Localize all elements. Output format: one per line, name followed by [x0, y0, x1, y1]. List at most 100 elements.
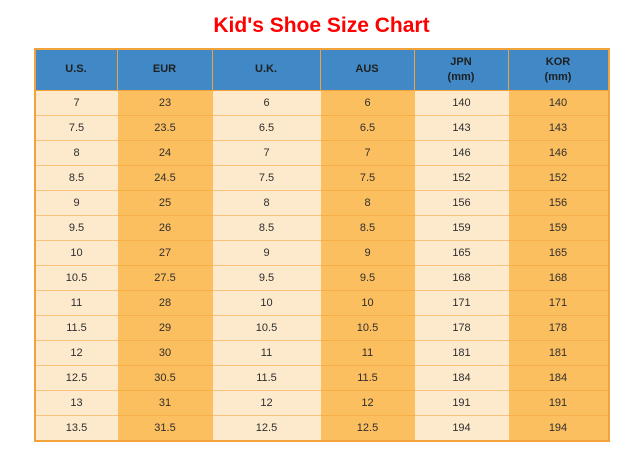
table-cell: 10.5 — [35, 265, 118, 290]
table-cell: 13.5 — [35, 415, 118, 440]
table-cell: 23 — [117, 91, 213, 115]
table-row: 10.5 27.5 9.5 9.5 168 168 — [35, 265, 608, 290]
table-row: 7 23 6 6 140 140 — [35, 91, 608, 115]
table-cell: 181 — [508, 340, 608, 365]
table-cell: 194 — [508, 415, 608, 440]
table-cell: 13 — [35, 390, 118, 415]
table-cell: 6.5 — [212, 115, 321, 140]
table-cell: 184 — [508, 365, 608, 390]
table-row: 11 28 10 10 171 171 — [35, 290, 608, 315]
table-cell: 11.5 — [212, 365, 321, 390]
table-cell: 7.5 — [35, 115, 118, 140]
table-cell: 7 — [320, 140, 415, 165]
table-cell: 191 — [508, 390, 608, 415]
table-cell: 12 — [35, 340, 118, 365]
table-cell: 156 — [508, 190, 608, 215]
table-cell: 146 — [508, 140, 608, 165]
table-cell: 29 — [117, 315, 213, 340]
table-cell: 10 — [212, 290, 321, 315]
table-cell: 10 — [35, 240, 118, 265]
table-cell: 7 — [212, 140, 321, 165]
table-cell: 27.5 — [117, 265, 213, 290]
table-cell: 6.5 — [320, 115, 415, 140]
table-cell: 25 — [117, 190, 213, 215]
table-cell: 12 — [320, 390, 415, 415]
table-cell: 159 — [414, 215, 509, 240]
table-cell: 165 — [508, 240, 608, 265]
table-cell: 10.5 — [212, 315, 321, 340]
column-header-kor: KOR (mm) — [508, 50, 608, 91]
table-row: 11.5 29 10.5 10.5 178 178 — [35, 315, 608, 340]
table-cell: 6 — [320, 91, 415, 115]
table-row: 13 31 12 12 191 191 — [35, 390, 608, 415]
table-cell: 191 — [414, 390, 509, 415]
table-cell: 11 — [212, 340, 321, 365]
column-header-label: AUS — [355, 63, 379, 76]
table-cell: 9.5 — [320, 265, 415, 290]
shoe-size-table: U.S. EUR U.K. AUS JPN (mm) KOR (mm) 7 23 6 6 140 140… — [33, 48, 610, 442]
table-cell: 28 — [117, 290, 213, 315]
table-cell: 24.5 — [117, 165, 213, 190]
table-cell: 8.5 — [212, 215, 321, 240]
table-cell: 11.5 — [35, 315, 118, 340]
table-cell: 140 — [414, 91, 509, 115]
column-header-label: KOR — [545, 55, 571, 68]
table-cell: 8.5 — [320, 215, 415, 240]
table-cell: 9 — [212, 240, 321, 265]
table-cell: 171 — [414, 290, 509, 315]
table-cell: 26 — [117, 215, 213, 240]
table-cell: 23.5 — [117, 115, 213, 140]
table-cell: 7.5 — [212, 165, 321, 190]
column-header-aus: AUS — [320, 50, 415, 91]
table-cell: 12.5 — [320, 415, 415, 440]
table-cell: 10.5 — [320, 315, 415, 340]
table-row: 9 25 8 8 156 156 — [35, 190, 608, 215]
table-cell: 178 — [508, 315, 608, 340]
table-cell: 159 — [508, 215, 608, 240]
table-row: 12.5 30.5 11.5 11.5 184 184 — [35, 365, 608, 390]
table-cell: 8 — [35, 140, 118, 165]
page: Kid's Shoe Size Chart U.S. EUR U.K. AUS JPN (… — [0, 14, 643, 442]
table-cell: 7.5 — [320, 165, 415, 190]
table-cell: 140 — [508, 91, 608, 115]
column-header-label: JPN — [450, 55, 472, 68]
column-header-label: EUR — [152, 63, 177, 76]
column-header-us: U.S. — [35, 50, 118, 91]
table-cell: 168 — [414, 265, 509, 290]
table-cell: 152 — [414, 165, 509, 190]
table-cell: 184 — [414, 365, 509, 390]
table-row: 12 30 11 11 181 181 — [35, 340, 608, 365]
table-cell: 165 — [414, 240, 509, 265]
table-cell: 152 — [508, 165, 608, 190]
table-cell: 31 — [117, 390, 213, 415]
table-row: 10 27 9 9 165 165 — [35, 240, 608, 265]
table-cell: 11.5 — [320, 365, 415, 390]
table-cell: 9.5 — [212, 265, 321, 290]
table-row: 9.5 26 8.5 8.5 159 159 — [35, 215, 608, 240]
column-header-uk: U.K. — [212, 50, 321, 91]
table-cell: 168 — [508, 265, 608, 290]
table-body: 7 23 6 6 140 140 7.5 23.5 6.5 6.5 143 143 8 24 7 7 146 14… — [35, 91, 608, 440]
table-cell: 12.5 — [35, 365, 118, 390]
column-header-eur: EUR — [117, 50, 213, 91]
table-cell: 194 — [414, 415, 509, 440]
table-cell: 10 — [320, 290, 415, 315]
table-cell: 143 — [414, 115, 509, 140]
table-cell: 146 — [414, 140, 509, 165]
table-cell: 181 — [414, 340, 509, 365]
table-row: 8 24 7 7 146 146 — [35, 140, 608, 165]
table-row: 8.5 24.5 7.5 7.5 152 152 — [35, 165, 608, 190]
table-cell: 12 — [212, 390, 321, 415]
table-cell: 12.5 — [212, 415, 321, 440]
table-cell: 30.5 — [117, 365, 213, 390]
table-cell: 171 — [508, 290, 608, 315]
page-title: Kid's Shoe Size Chart — [213, 14, 430, 37]
table-cell: 6 — [212, 91, 321, 115]
column-header-unit: (mm) — [447, 71, 475, 83]
table-cell: 7 — [35, 91, 118, 115]
table-cell: 8.5 — [35, 165, 118, 190]
table-cell: 11 — [320, 340, 415, 365]
table-cell: 156 — [414, 190, 509, 215]
table-cell: 9 — [320, 240, 415, 265]
table-cell: 8 — [212, 190, 321, 215]
